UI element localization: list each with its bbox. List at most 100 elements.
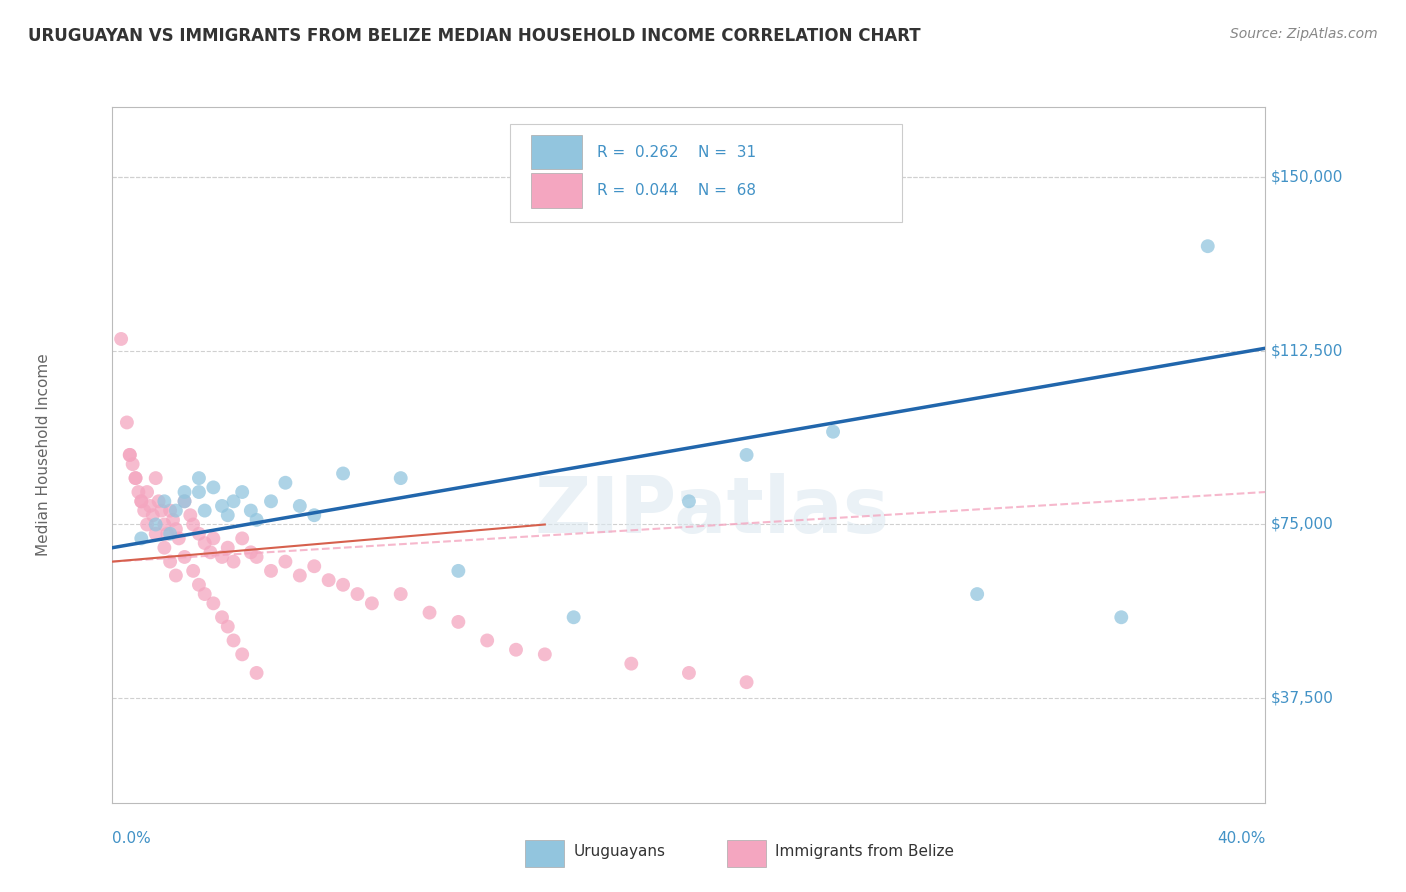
Point	[145, 517, 167, 532]
Point	[211, 610, 233, 624]
Point	[165, 503, 187, 517]
Point	[419, 606, 441, 620]
Point	[260, 494, 283, 508]
Point	[173, 485, 195, 500]
Point	[231, 485, 253, 500]
Point	[274, 555, 297, 569]
FancyBboxPatch shape	[510, 124, 903, 222]
Point	[136, 517, 159, 532]
Point	[389, 471, 412, 485]
Point	[181, 517, 204, 532]
Point	[678, 494, 700, 508]
Point	[173, 494, 195, 508]
Point	[129, 532, 153, 546]
Point	[332, 467, 354, 481]
Point	[194, 587, 217, 601]
Point	[620, 657, 643, 671]
Text: $75,000: $75,000	[1271, 517, 1334, 532]
Point	[260, 564, 283, 578]
FancyBboxPatch shape	[526, 839, 564, 867]
Point	[110, 332, 132, 346]
Point	[188, 471, 211, 485]
Point	[156, 526, 179, 541]
Point	[136, 485, 159, 500]
Point	[222, 494, 245, 508]
Point	[145, 526, 167, 541]
Text: Median Household Income: Median Household Income	[35, 353, 51, 557]
Point	[188, 578, 211, 592]
FancyBboxPatch shape	[531, 136, 582, 169]
Point	[200, 545, 222, 559]
Point	[1197, 239, 1219, 253]
Point	[562, 610, 585, 624]
Point	[188, 526, 211, 541]
Point	[217, 541, 239, 555]
Text: $37,500: $37,500	[1271, 691, 1334, 706]
Point	[211, 499, 233, 513]
Point	[202, 480, 225, 494]
Point	[304, 559, 326, 574]
Point	[222, 555, 245, 569]
Point	[966, 587, 988, 601]
Point	[139, 499, 162, 513]
Point	[217, 508, 239, 523]
Point	[318, 573, 340, 587]
Point	[124, 471, 146, 485]
Point	[118, 448, 141, 462]
Point	[153, 494, 176, 508]
Point	[134, 503, 156, 517]
Point	[505, 642, 527, 657]
Text: $150,000: $150,000	[1271, 169, 1344, 184]
Point	[288, 499, 311, 513]
Point	[475, 633, 498, 648]
Point	[159, 526, 181, 541]
Point	[194, 536, 217, 550]
Point	[735, 675, 758, 690]
Point	[159, 503, 181, 517]
Point	[447, 564, 470, 578]
Point	[173, 549, 195, 564]
Point	[239, 503, 262, 517]
Text: URUGUAYAN VS IMMIGRANTS FROM BELIZE MEDIAN HOUSEHOLD INCOME CORRELATION CHART: URUGUAYAN VS IMMIGRANTS FROM BELIZE MEDI…	[28, 27, 921, 45]
Point	[153, 541, 176, 555]
Point	[1111, 610, 1133, 624]
Point	[533, 648, 555, 662]
Point	[678, 665, 700, 680]
Point	[181, 564, 204, 578]
Point	[162, 513, 184, 527]
Text: Uruguayans: Uruguayans	[574, 844, 665, 859]
Point	[121, 457, 143, 471]
Point	[447, 615, 470, 629]
Point	[217, 619, 239, 633]
Point	[821, 425, 844, 439]
Point	[142, 508, 165, 523]
Point	[167, 532, 190, 546]
Text: 40.0%: 40.0%	[1218, 830, 1265, 846]
Point	[202, 596, 225, 610]
Point	[245, 549, 267, 564]
Text: Source: ZipAtlas.com: Source: ZipAtlas.com	[1230, 27, 1378, 41]
Text: ZIPatlas: ZIPatlas	[534, 473, 890, 549]
Point	[211, 549, 233, 564]
Point	[118, 448, 141, 462]
FancyBboxPatch shape	[531, 173, 582, 208]
Point	[360, 596, 382, 610]
Text: $112,500: $112,500	[1271, 343, 1344, 358]
FancyBboxPatch shape	[727, 839, 766, 867]
Point	[346, 587, 368, 601]
Point	[222, 633, 245, 648]
Point	[274, 475, 297, 490]
Point	[245, 665, 267, 680]
Point	[735, 448, 758, 462]
Text: R =  0.262    N =  31: R = 0.262 N = 31	[596, 145, 756, 160]
Point	[231, 648, 253, 662]
Text: 0.0%: 0.0%	[112, 830, 152, 846]
Point	[129, 494, 153, 508]
Point	[173, 494, 195, 508]
Point	[129, 494, 153, 508]
Point	[239, 545, 262, 559]
Point	[159, 555, 181, 569]
Point	[148, 494, 170, 508]
Point	[332, 578, 354, 592]
Point	[145, 471, 167, 485]
